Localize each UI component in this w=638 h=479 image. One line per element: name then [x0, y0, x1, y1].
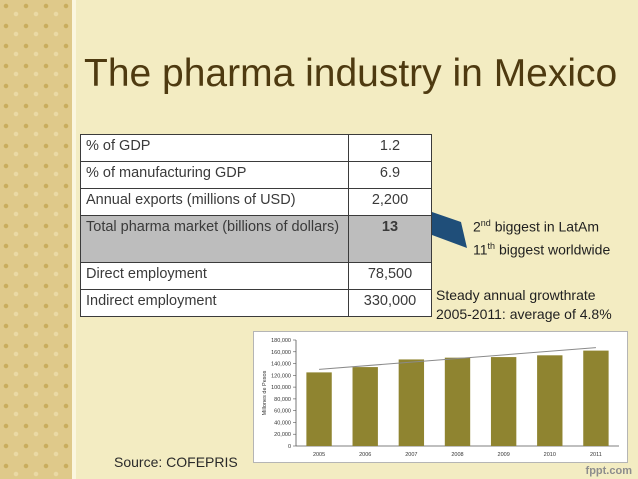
strip-edge-divider — [72, 0, 76, 479]
x-tick-label: 2005 — [313, 452, 325, 458]
x-tick-label: 2009 — [498, 452, 510, 458]
table-row: Indirect employment 330,000 — [80, 289, 432, 317]
growth-note: Steady annual growthrate 2005-2011: aver… — [436, 286, 612, 324]
x-tick-label: 2011 — [590, 452, 602, 458]
rank-number: 11 — [473, 241, 488, 258]
y-tick-label: 140,000 — [271, 362, 291, 368]
bar — [306, 372, 332, 446]
rank-latam: 2nd biggest in LatAm — [473, 214, 610, 237]
rank-world: 11th biggest worldwide — [473, 237, 610, 260]
table-row-highlighted: Total pharma market (billions of dollars… — [80, 215, 432, 263]
stat-value: 6.9 — [348, 161, 432, 189]
stat-value: 2,200 — [348, 188, 432, 216]
stat-label: Indirect employment — [80, 289, 349, 317]
stat-value: 78,500 — [348, 262, 432, 290]
y-axis-title: Millones de Pesos — [262, 370, 268, 415]
table-row: % of GDP 1.2 — [80, 134, 432, 162]
stat-value: 330,000 — [348, 289, 432, 317]
y-tick-label: 80,000 — [274, 397, 291, 403]
bar — [490, 357, 517, 446]
watermark: fppt.com — [585, 465, 632, 477]
decorative-side-strip — [0, 0, 72, 479]
y-tick-label: 100,000 — [271, 385, 291, 391]
stat-label: Total pharma market (billions of dollars… — [80, 215, 349, 263]
stat-label: % of GDP — [80, 134, 349, 162]
rank-number: 2 — [473, 218, 481, 235]
table-row: Direct employment 78,500 — [80, 262, 432, 290]
y-tick-label: 0 — [288, 444, 291, 450]
rank-suffix: th — [487, 240, 496, 251]
bar-chart-svg: 0 20,000 40,000 60,000 80,000 100,000 120,000 1… — [262, 338, 619, 458]
rank-text: biggest worldwide — [495, 241, 611, 258]
stat-label: Annual exports (millions of USD) — [80, 188, 349, 216]
growth-line-1: Steady annual growthrate — [436, 287, 596, 303]
x-tick-label: 2008 — [451, 452, 463, 458]
y-tick-label: 180,000 — [271, 338, 291, 344]
source-note: Source: COFEPRIS — [114, 454, 238, 470]
y-tick-label: 120,000 — [271, 373, 291, 379]
rank-text: biggest in LatAm — [490, 218, 599, 235]
table-row: % of manufacturing GDP 6.9 — [80, 161, 432, 189]
y-tick-label: 40,000 — [274, 420, 291, 426]
x-tick-label: 2007 — [405, 452, 417, 458]
table-row: Annual exports (millions of USD) 2,200 — [80, 188, 432, 216]
bar — [444, 357, 471, 446]
stats-table: % of GDP 1.2 % of manufacturing GDP 6.9 … — [80, 134, 432, 317]
rank-note: 2nd biggest in LatAm 11th biggest worldw… — [473, 214, 610, 259]
market-chart: 0 20,000 40,000 60,000 80,000 100,000 120,000 1… — [253, 331, 628, 463]
y-tick-label: 160,000 — [271, 350, 291, 356]
bar — [352, 367, 378, 446]
stat-label: % of manufacturing GDP — [80, 161, 349, 189]
bar — [537, 355, 563, 446]
growth-line-2: 2005-2011: average of 4.8% — [436, 306, 612, 322]
stat-label: Direct employment — [80, 262, 349, 290]
callout-arrow-icon — [432, 212, 467, 248]
y-tick-label: 60,000 — [274, 409, 291, 415]
stat-value: 1.2 — [348, 134, 432, 162]
y-tick-label: 20,000 — [274, 432, 291, 438]
x-tick-label: 2010 — [544, 452, 556, 458]
x-tick-label: 2006 — [359, 452, 371, 458]
rank-suffix: nd — [480, 218, 491, 228]
stat-value: 13 — [348, 215, 432, 263]
trend-line — [319, 347, 596, 370]
slide-title: The pharma industry in Mexico — [84, 52, 618, 95]
bar — [583, 350, 609, 446]
bar — [398, 359, 425, 446]
